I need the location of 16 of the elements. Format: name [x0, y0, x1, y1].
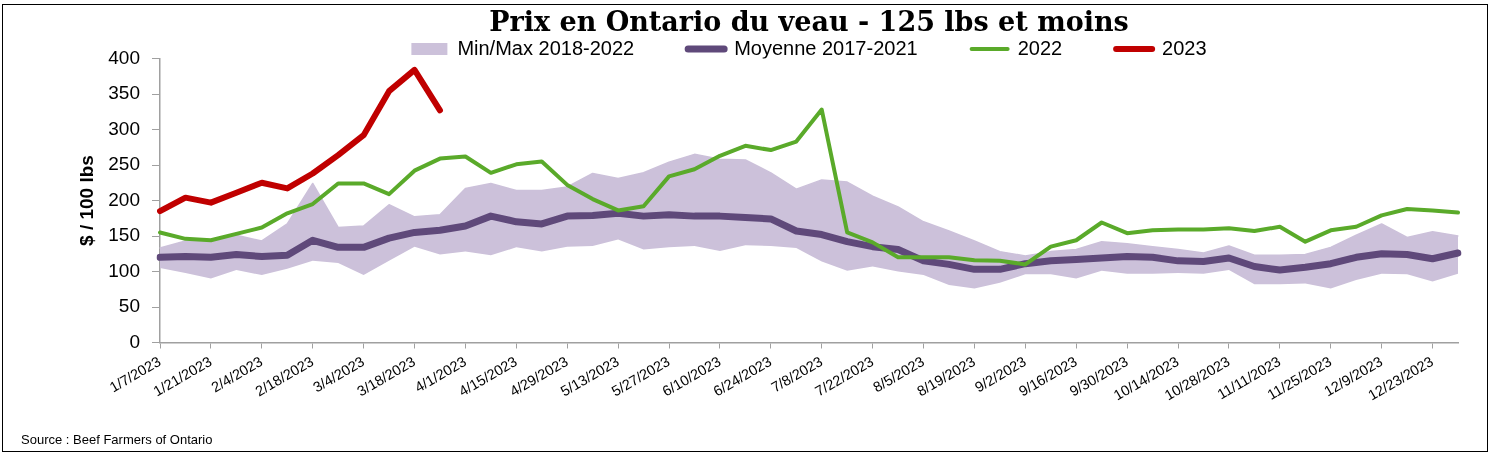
chart-title: Prix en Ontario du veau - 125 lbs et moins — [489, 6, 1129, 38]
legend-label: 2022 — [1017, 36, 1063, 59]
y-tick-label: 150 — [108, 224, 140, 246]
y-tick-label: 50 — [118, 295, 140, 317]
y-tick-label: 300 — [108, 117, 140, 139]
y-tick-label: 350 — [108, 82, 140, 104]
y-tick-label: 400 — [108, 46, 140, 68]
legend-label: Moyenne 2017-2021 — [734, 36, 918, 59]
y-tick-label: 200 — [108, 188, 140, 210]
y-axis-title: $ / 100 lbs — [75, 155, 97, 246]
y-tick-label: 250 — [108, 153, 140, 175]
y-tick-label: 100 — [108, 259, 140, 281]
legend-label: 2023 — [1162, 36, 1207, 59]
y-tick-label: 0 — [129, 330, 140, 352]
legend-label: Min/Max 2018-2022 — [457, 36, 635, 59]
source-note: Source : Beef Farmers of Ontario — [21, 431, 213, 447]
